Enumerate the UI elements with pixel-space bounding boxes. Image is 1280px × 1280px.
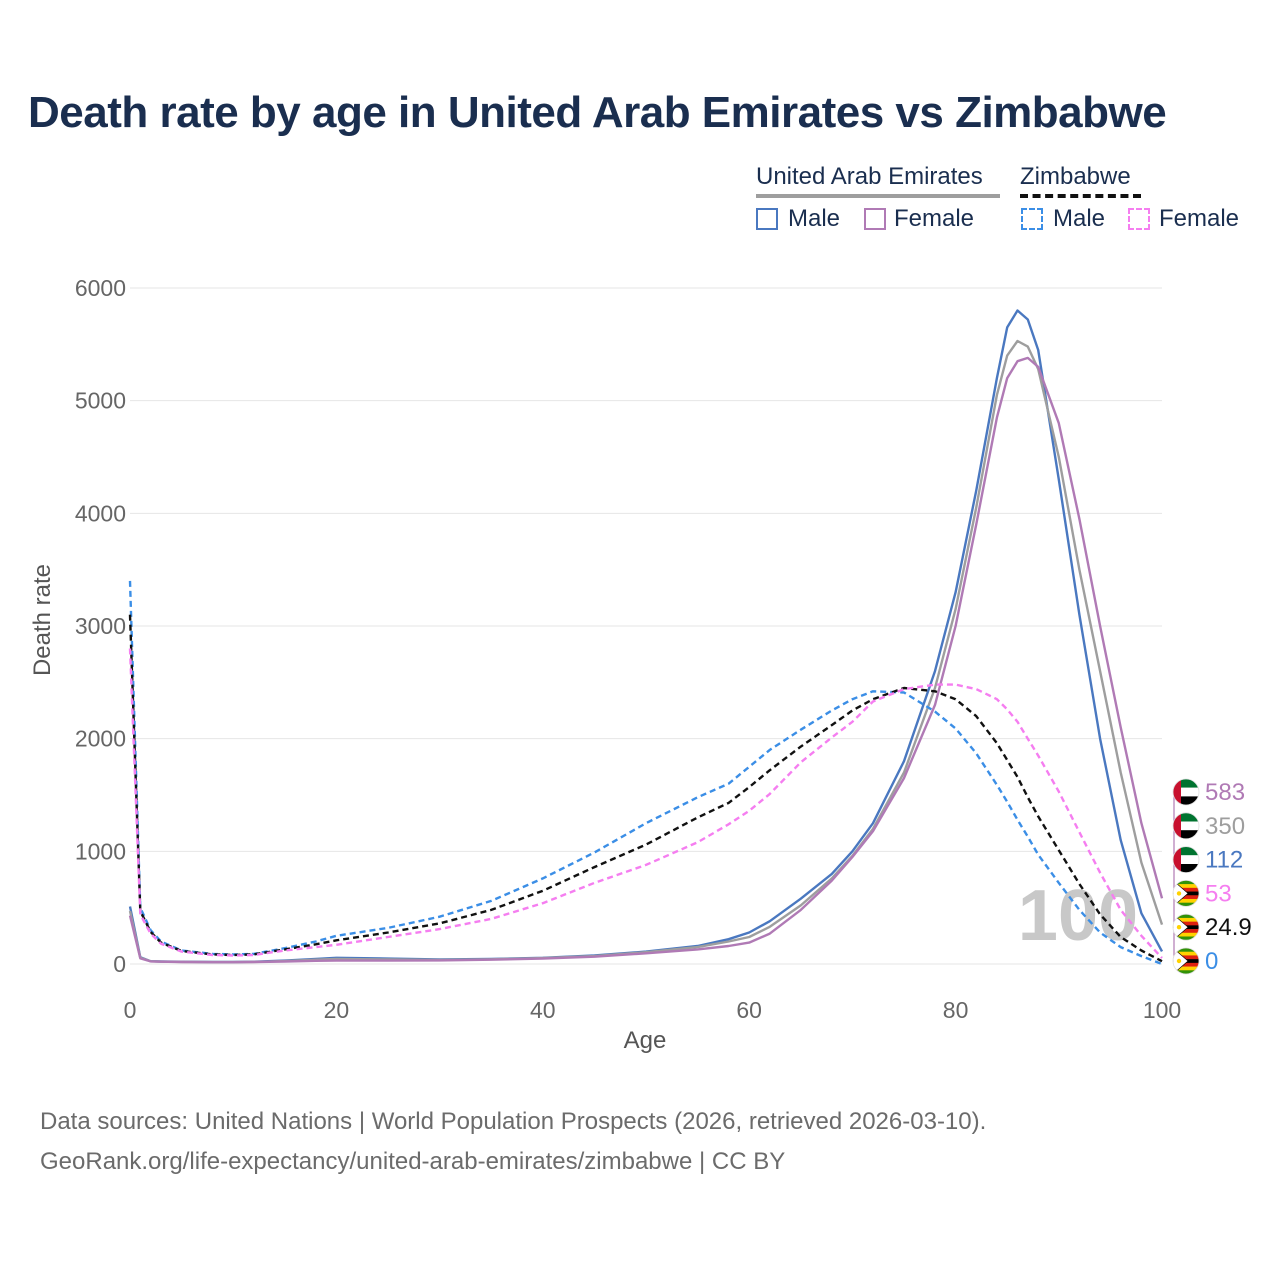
flag-icon-zimbabwe [1172, 880, 1200, 907]
end-value-label: 350 [1205, 813, 1245, 840]
end-value-label: 112 [1205, 847, 1243, 874]
end-labels: 583 350 112 53 24.9 0 [1172, 778, 1252, 975]
legend-item-label: Female [894, 205, 975, 232]
series-line-zimbabwe-female[interactable] [128, 648, 1163, 959]
chart-title: Death rate by age in United Arab Emirate… [28, 88, 1167, 137]
x-tick-label: 40 [530, 997, 556, 1023]
source-line-1: Data sources: United Nations | World Pop… [40, 1108, 987, 1135]
legend-swatch [1128, 208, 1150, 230]
grid [130, 287, 1162, 965]
end-value-label: 24.9 [1205, 914, 1252, 941]
flag-icon-uae [1172, 846, 1200, 873]
legend-item-label: Female [1159, 205, 1240, 232]
end-value-label: 583 [1205, 779, 1245, 806]
series-line-zimbabwe-total[interactable] [128, 614, 1163, 963]
series-line-zimbabwe-male[interactable] [128, 580, 1163, 966]
y-tick-label: 1000 [75, 838, 126, 864]
source-line-2[interactable]: GeoRank.org/life-expectancy/united-arab-… [40, 1148, 786, 1175]
axes: 0 1000 2000 3000 4000 5000 6000 0 20 40 60 80 100 [75, 275, 1181, 1023]
x-tick-label: 60 [736, 997, 762, 1023]
legend-item-label: Male [788, 205, 841, 232]
y-tick-label: 6000 [75, 275, 126, 301]
x-axis-label: Age [624, 1027, 667, 1054]
x-tick-label: 80 [943, 997, 969, 1023]
y-tick-label: 4000 [75, 500, 126, 526]
x-tick-label: 0 [124, 997, 137, 1023]
flag-icon-zimbabwe [1172, 913, 1200, 941]
x-tick-label: 100 [1143, 997, 1181, 1023]
legend-group-line [1020, 194, 1141, 198]
flag-icon-uae [1172, 812, 1200, 840]
legend-item-label: Male [1053, 205, 1106, 232]
legend-group-zimbabwe[interactable]: Zimbabwe [1020, 163, 1141, 198]
end-value-label: 0 [1205, 948, 1218, 975]
series-line-united-arab-emirates-total[interactable] [128, 339, 1164, 964]
x-tick-label: 20 [324, 997, 350, 1023]
legend-group-uae[interactable]: United Arab Emirates [756, 163, 1000, 198]
legend-group-label: Zimbabwe [1020, 163, 1131, 190]
flag-icon-zimbabwe [1172, 947, 1200, 975]
legend-swatch [756, 208, 778, 230]
y-tick-label: 5000 [75, 388, 126, 414]
current-age-watermark: 100 [1018, 876, 1138, 956]
legend-swatch [1021, 208, 1043, 230]
y-axis-label: Death rate [29, 564, 56, 676]
legend-group-line [756, 194, 1000, 198]
series-line-united-arab-emirates-female[interactable] [128, 356, 1164, 964]
y-tick-label: 0 [113, 951, 126, 977]
legend-swatch [864, 208, 886, 230]
y-tick-label: 2000 [75, 726, 126, 752]
y-tick-label: 3000 [75, 613, 126, 639]
series [128, 309, 1164, 966]
end-value-label: 53 [1205, 880, 1232, 907]
flag-icon-uae [1172, 778, 1200, 806]
legend-group-label: United Arab Emirates [756, 163, 983, 190]
